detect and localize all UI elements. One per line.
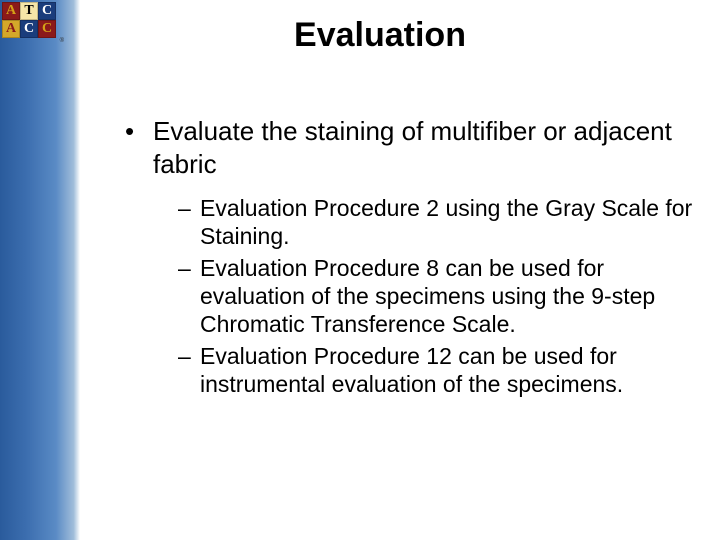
aatcc-logo: A T C A C C ® — [2, 2, 58, 42]
sub-bullet: Evaluation Procedure 8 can be used for e… — [178, 254, 695, 338]
logo-cell: C — [38, 2, 56, 20]
logo-cell: T — [20, 2, 38, 20]
logo-cell: C — [20, 20, 38, 38]
slide-title: Evaluation — [80, 16, 720, 55]
sub-bullet: Evaluation Procedure 2 using the Gray Sc… — [178, 194, 695, 250]
registered-mark: ® — [60, 38, 64, 44]
logo-grid: A T C A C C — [2, 2, 56, 38]
logo-cell: A — [2, 2, 20, 20]
logo-cell: A — [2, 20, 20, 38]
slide-content: Evaluation Evaluate the staining of mult… — [80, 0, 720, 540]
sub-bullet: Evaluation Procedure 12 can be used for … — [178, 342, 695, 398]
logo-cell: C — [38, 20, 56, 38]
main-bullet: Evaluate the staining of multifiber or a… — [125, 115, 690, 180]
sidebar-gradient — [0, 0, 80, 540]
